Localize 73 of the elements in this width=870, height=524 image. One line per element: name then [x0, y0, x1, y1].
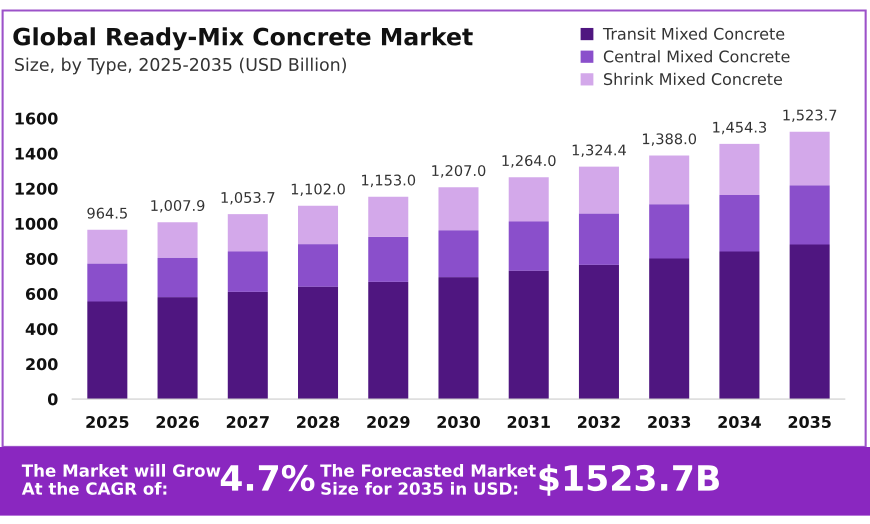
bar: [368, 282, 408, 400]
total-label: 1,153.0: [362, 174, 416, 188]
bar: [228, 251, 268, 292]
x-tick-label: 2031: [508, 416, 550, 428]
x-tick-label: 2033: [648, 416, 690, 428]
y-tick-label: 1400: [16, 148, 58, 160]
y-tick-label: 1200: [16, 182, 58, 195]
bar: [790, 185, 830, 244]
bar: [87, 301, 128, 400]
total-label: 1,523.7: [783, 110, 836, 122]
total-label: 1,264.0: [502, 155, 556, 168]
total-label: 1,324.4: [572, 144, 626, 157]
x-tick-label: 2028: [297, 416, 340, 428]
bar: [508, 270, 549, 400]
bar: [87, 230, 128, 264]
bar: [719, 144, 760, 195]
text: 4.7%: [220, 464, 314, 492]
bar: [578, 166, 619, 214]
bar: [719, 194, 760, 252]
x-tick-label: 2035: [788, 416, 831, 428]
bar: [790, 132, 830, 186]
total-label: 1,007.9: [151, 200, 204, 213]
x-tick-label: 2027: [226, 416, 269, 428]
total-label: 1,454.3: [713, 122, 766, 134]
legend-label: Transit Mixed Concrete: [602, 27, 784, 40]
bar: [438, 277, 479, 400]
chart-title: Global Ready-Mix Concrete Market: [13, 27, 473, 50]
text: $1523.7B: [540, 464, 719, 496]
bar: [298, 286, 338, 400]
bar: [649, 258, 690, 400]
bar: [298, 244, 338, 287]
bar: [790, 244, 830, 400]
y-tick-label: 800: [26, 252, 58, 265]
x-tick-label: 2032: [578, 416, 620, 428]
total-label: 1,102.0: [292, 184, 345, 196]
bar: [578, 214, 619, 265]
y-tick-label: 0: [48, 393, 58, 406]
bar: [228, 292, 268, 400]
bar: [87, 264, 128, 302]
chart-subtitle: Size, by Type, 2025-2035 (USD Billion): [15, 58, 346, 74]
bar: [158, 222, 198, 258]
legend-label: Shrink Mixed Concrete: [604, 72, 782, 86]
total-label: 1,053.7: [222, 192, 274, 204]
y-tick-label: 1000: [16, 218, 58, 230]
y-tick-label: 600: [26, 288, 58, 300]
x-tick-label: 2030: [438, 416, 480, 428]
y-tick-label: 200: [26, 358, 58, 370]
y-tick-label: 1600: [16, 112, 58, 125]
total-label: 1,207.0: [432, 165, 486, 178]
bar: [158, 258, 198, 298]
bar: [228, 214, 268, 252]
bar: [649, 156, 690, 204]
bar: [578, 264, 619, 400]
x-tick-label: 2026: [156, 416, 199, 428]
bar: [158, 297, 198, 400]
x-tick-label: 2029: [367, 416, 410, 428]
bar: [649, 204, 690, 258]
bar: [508, 221, 549, 271]
bar: [368, 236, 408, 282]
legend-label: Central Mixed Concrete: [604, 50, 790, 62]
bar: [298, 206, 338, 244]
text: The Forecasted Market Size for 2035 in USD:: [320, 464, 536, 495]
bar: [508, 177, 549, 222]
total-label: 1,388.0: [642, 133, 696, 146]
total-label: 964.5: [87, 208, 127, 219]
x-tick-label: 2025: [86, 416, 128, 428]
bar: [438, 187, 479, 230]
bar: [719, 251, 760, 400]
text: The Market will Grow At the CAGR of:: [22, 464, 220, 495]
x-tick-label: 2034: [718, 416, 761, 428]
bar: [368, 196, 408, 237]
bar: [438, 230, 479, 278]
y-tick-label: 400: [26, 323, 58, 336]
